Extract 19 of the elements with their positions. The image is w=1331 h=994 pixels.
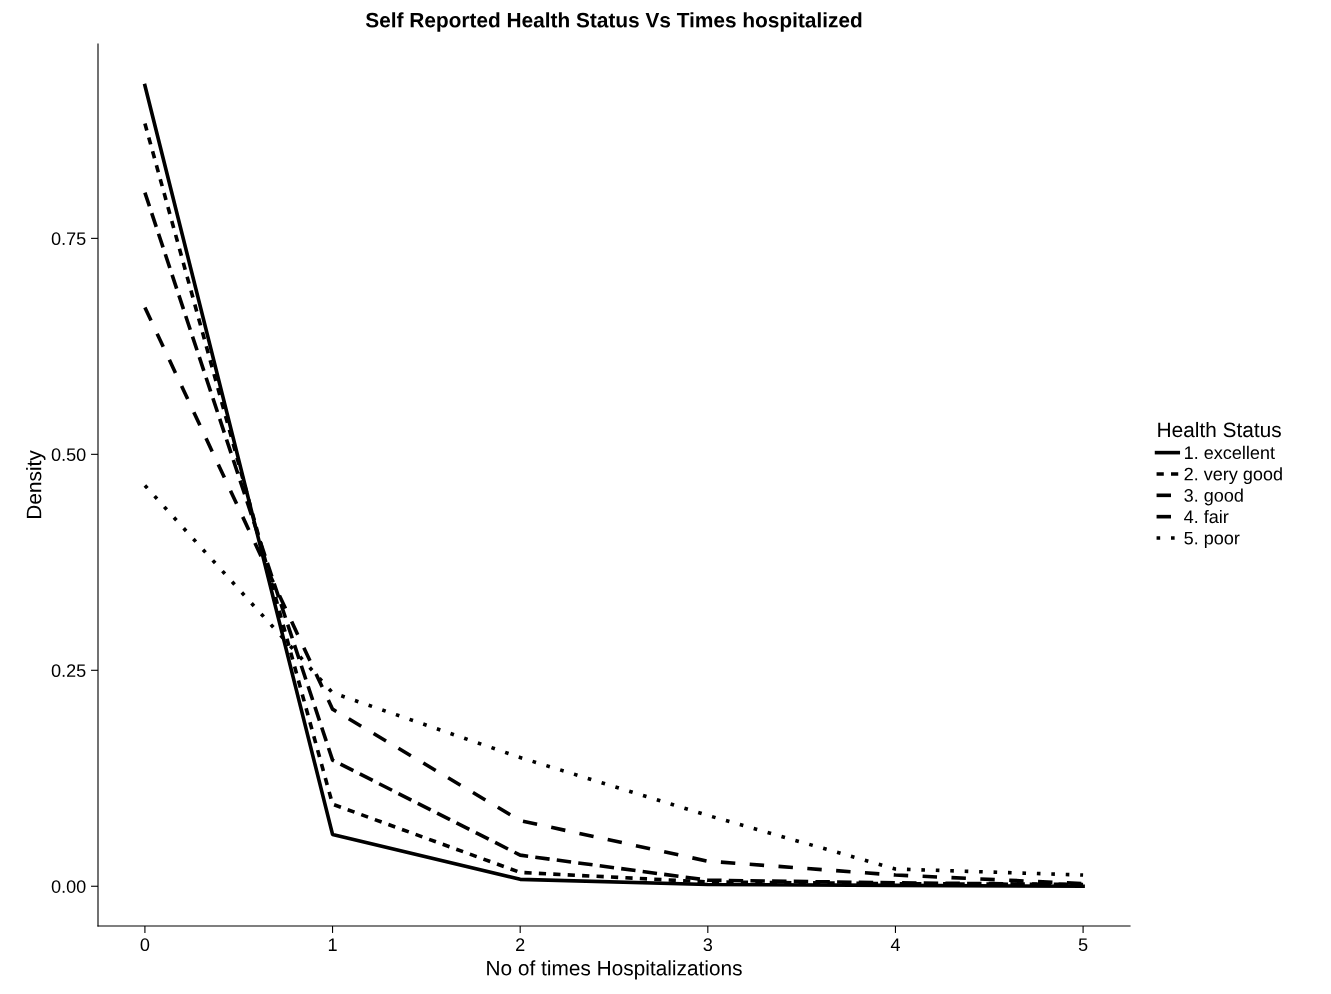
x-tick-label: 4 bbox=[890, 938, 900, 951]
legend-title: Health Status bbox=[1158, 421, 1281, 438]
legend-label: 3. good bbox=[1184, 488, 1243, 506]
x-tick-label: 2 bbox=[516, 938, 525, 951]
y-tick-label: 0.50 bbox=[51, 448, 86, 462]
x-tick-label: 1 bbox=[328, 938, 337, 951]
x-axis-title: No of times Hospitalizations bbox=[487, 960, 742, 980]
x-tick-label: 5 bbox=[1078, 938, 1088, 952]
legend-label: 5. poor bbox=[1184, 531, 1240, 549]
legend-label: 2. very good bbox=[1184, 467, 1282, 485]
legend-label: 4. fair bbox=[1184, 509, 1229, 524]
legend-label: 1. excellent bbox=[1185, 445, 1275, 460]
y-tick-label: 0.00 bbox=[51, 880, 86, 893]
y-tick-label: 0.75 bbox=[51, 232, 86, 246]
y-axis-title: Density bbox=[26, 450, 46, 519]
y-tick-label: 0.25 bbox=[51, 664, 86, 678]
x-tick-label: 0 bbox=[140, 938, 150, 952]
x-tick-label: 3 bbox=[703, 938, 713, 952]
chart-title: Self Reported Health Status Vs Times hospitalized bbox=[365, 12, 862, 32]
